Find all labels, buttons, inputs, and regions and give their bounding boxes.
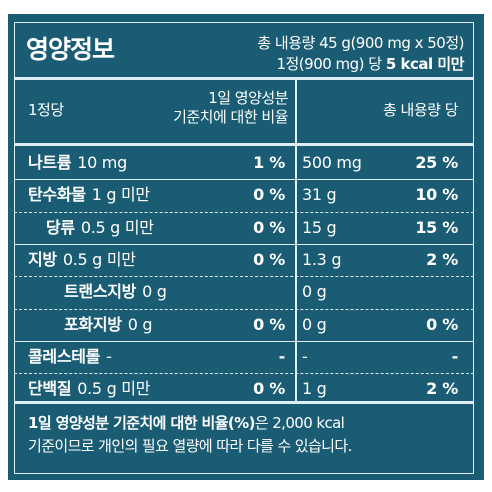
row-divider xyxy=(14,308,474,310)
nutrient-total-pct: 0 % xyxy=(426,314,458,334)
footnote-line1: 1일 영양성분 기준치에 대한 비율(%)은 2,000 kcal xyxy=(28,412,468,435)
footnote-line1-rest: 은 2,000 kcal xyxy=(254,414,345,432)
total-serving: 총 내용량 45 g(900 mg x 50정) xyxy=(257,34,464,52)
nutrient-total-amount: 0 g xyxy=(302,314,327,334)
serving-info: 총 내용량 45 g(900 mg x 50정) 1정(900 mg) 당 5 … xyxy=(257,33,464,75)
nutrient-daily-pct: 0 % xyxy=(253,185,285,205)
nutrient-total-amount: 15 g xyxy=(302,217,337,237)
nutrient-amount: 0 g xyxy=(127,314,153,334)
nutrient-total-pct: 25 % xyxy=(415,153,458,172)
header-rule-bottom xyxy=(14,143,474,146)
nutrient-name-text: 단백질 xyxy=(28,379,72,399)
nutrient-name-text: 나트륨 xyxy=(28,153,72,172)
header-daily-value-line2: 기준치에 대한 비율 xyxy=(173,108,288,126)
nutrient-total-pct: 10 % xyxy=(415,185,458,205)
header-per-unit: 1정당 xyxy=(28,101,64,119)
nutrition-label-frame xyxy=(14,22,474,474)
nutrient-total-pct: 2 % xyxy=(426,249,458,269)
header-rule-top xyxy=(14,77,474,80)
nutrient-name-text: 포화지방 xyxy=(64,314,122,334)
row-divider xyxy=(14,243,474,245)
nutrient-amount: 1 g 미만 xyxy=(91,185,150,205)
label-title: 영양정보 xyxy=(26,35,115,64)
nutrient-total-amount: 1 g xyxy=(302,379,327,399)
nutrient-total-amount: - xyxy=(302,346,308,366)
nutrient-daily-pct: 0 % xyxy=(253,217,285,237)
nutrient-name-text: 콜레스테롤 xyxy=(28,346,101,366)
nutrient-daily-pct: 0 % xyxy=(253,314,285,334)
row-divider xyxy=(14,179,474,181)
per-unit-kcal: 5 kcal 미만 xyxy=(385,55,465,73)
header-per-total: 총 내용량 당 xyxy=(382,101,459,119)
nutrient-name: 트랜스지방 0 g xyxy=(64,281,167,303)
per-unit-prefix: 1정(900 mg) 당 xyxy=(276,55,386,73)
nutrient-name: 포화지방 0 g xyxy=(64,314,153,336)
footnote-line2: 기준이므로 개인의 필요 열량에 따라 다를 수 있습니다. xyxy=(28,437,352,455)
nutrient-total-amount: 0 g xyxy=(302,282,327,302)
row-divider xyxy=(14,340,474,342)
row-divider xyxy=(14,276,474,278)
footer-rule xyxy=(14,401,474,404)
nutrient-total-pct: - xyxy=(451,346,459,366)
nutrient-amount: 0.5 g 미만 xyxy=(80,217,154,237)
nutrient-daily-pct: 0 % xyxy=(253,249,285,269)
nutrient-name: 당류 0.5 g 미만 xyxy=(46,217,154,239)
row-divider xyxy=(14,211,474,213)
footnote: 1일 영양성분 기준치에 대한 비율(%)은 2,000 kcal 기준이므로 … xyxy=(28,412,468,458)
nutrient-total-pct: 15 % xyxy=(415,217,458,237)
row-divider xyxy=(14,373,474,375)
nutrient-name: 단백질 0.5 g 미만 xyxy=(28,378,150,400)
nutrient-name-text: 트랜스지방 xyxy=(64,282,137,302)
nutrient-name: 콜레스테롤 - xyxy=(28,346,112,368)
footnote-bold: 1일 영양성분 기준치에 대한 비율(%) xyxy=(28,414,255,432)
nutrient-total-amount: 1.3 g xyxy=(302,249,342,269)
nutrient-amount: 0.5 g 미만 xyxy=(77,379,151,399)
nutrient-daily-pct: - xyxy=(278,346,286,366)
nutrient-name: 지방 0.5 g 미만 xyxy=(28,249,136,271)
nutrient-total-amount: 500 mg xyxy=(302,153,362,172)
column-divider xyxy=(295,80,297,403)
nutrient-amount: - xyxy=(106,346,112,366)
nutrient-name: 나트륨 10 mg xyxy=(28,152,127,174)
nutrient-total-pct: 2 % xyxy=(426,379,458,399)
per-unit-info: 1정(900 mg) 당 5 kcal 미만 xyxy=(257,54,464,75)
nutrient-amount: 10 mg xyxy=(77,153,127,172)
nutrient-name: 탄수화물 1 g 미만 xyxy=(28,184,150,206)
nutrient-name-text: 지방 xyxy=(28,249,57,269)
nutrient-amount: 0.5 g 미만 xyxy=(62,249,136,269)
nutrient-name-text: 당류 xyxy=(46,217,75,237)
nutrient-name-text: 탄수화물 xyxy=(28,185,86,205)
nutrient-daily-pct: 1 % xyxy=(253,153,285,172)
nutrient-amount: 0 g xyxy=(142,282,167,302)
header-daily-value-line1: 1일 영양성분 xyxy=(208,89,288,107)
nutrient-daily-pct: 0 % xyxy=(253,379,285,399)
nutrient-total-amount: 31 g xyxy=(302,185,337,205)
